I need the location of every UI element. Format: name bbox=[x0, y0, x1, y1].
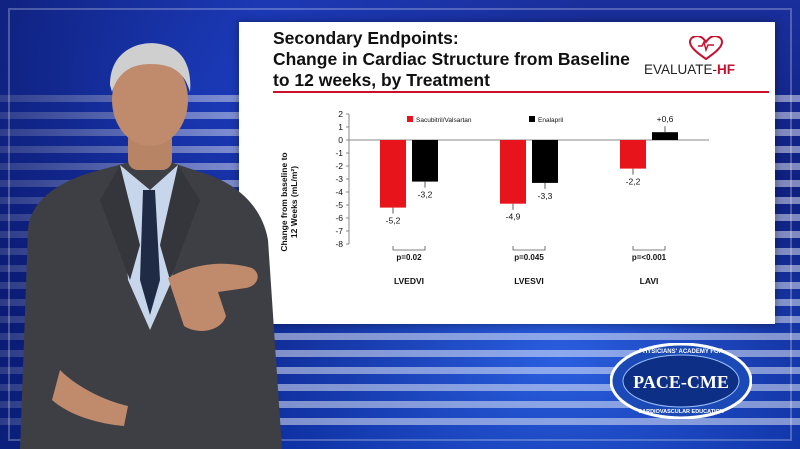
title-divider bbox=[273, 91, 769, 93]
p-value-bracket bbox=[632, 246, 666, 251]
legend-swatch bbox=[529, 116, 535, 122]
legend-label: Sacubitril/Valsartan bbox=[416, 117, 472, 124]
badge-title: PACE-CME bbox=[633, 372, 729, 392]
screen-frame bbox=[8, 8, 792, 441]
logo-text-accent: HF bbox=[717, 62, 736, 77]
data-label: -4,9 bbox=[506, 212, 521, 222]
bar bbox=[500, 140, 526, 204]
badge-bottom-text: CARDIOVASCULAR EDUCATION bbox=[638, 409, 724, 415]
y-tick-label: 2 bbox=[338, 109, 343, 119]
logo-text-main: EVALUATE- bbox=[644, 62, 718, 77]
y-tick-label: -8 bbox=[335, 239, 343, 249]
y-tick-label: 1 bbox=[338, 122, 343, 132]
bar bbox=[412, 140, 438, 182]
bar bbox=[652, 132, 678, 140]
data-label: +0,6 bbox=[657, 114, 674, 124]
evaluate-hf-logo: EVALUATE-HF bbox=[644, 34, 768, 88]
slide-title-line-1: Secondary Endpoints: bbox=[273, 28, 459, 48]
category-label: LVEDVI bbox=[394, 276, 424, 286]
data-label: -3,3 bbox=[538, 191, 553, 201]
logo-text: EVALUATE-HF bbox=[644, 62, 735, 77]
p-value-bracket bbox=[512, 246, 546, 251]
bar bbox=[620, 140, 646, 169]
y-tick-label: -6 bbox=[335, 213, 343, 223]
slide-title: Secondary Endpoints: Change in Cardiac S… bbox=[273, 28, 630, 91]
p-value-label: p=0.045 bbox=[514, 253, 544, 262]
category-label: LVESVI bbox=[514, 276, 544, 286]
p-value-label: p=<0.001 bbox=[632, 253, 667, 262]
y-tick-label: -7 bbox=[335, 226, 343, 236]
category-label: LAVI bbox=[640, 276, 659, 286]
p-value-label: p=0.02 bbox=[396, 253, 422, 262]
heart-logo-icon bbox=[688, 34, 724, 61]
data-label: -2,2 bbox=[626, 177, 641, 187]
y-tick-label: -3 bbox=[335, 174, 343, 184]
y-tick-label: -5 bbox=[335, 200, 343, 210]
presentation-slide: Secondary Endpoints: Change in Cardiac S… bbox=[239, 22, 775, 324]
bar-chart: 2 1 0 -1 -2 -3 -4 -5 -6 -7 -8 Sacubitril/Valsartan E… bbox=[335, 109, 709, 286]
y-tick-label: -1 bbox=[335, 148, 343, 158]
p-value-bracket bbox=[392, 246, 426, 251]
y-tick-label: 0 bbox=[338, 135, 343, 145]
data-label: -3,2 bbox=[418, 190, 433, 200]
bar bbox=[532, 140, 558, 183]
slide-title-line-3: to 12 weeks, by Treatment bbox=[273, 70, 490, 90]
badge-top-text: PHYSICIANS' ACADEMY FOR bbox=[639, 349, 724, 355]
data-label: -5,2 bbox=[386, 216, 401, 226]
y-tick-label: -2 bbox=[335, 161, 343, 171]
bar bbox=[380, 140, 406, 208]
legend-label: Enalapril bbox=[538, 117, 564, 124]
legend-swatch bbox=[407, 116, 413, 122]
y-tick-label: -4 bbox=[335, 187, 343, 197]
slide-title-line-2: Change in Cardiac Structure from Baselin… bbox=[273, 49, 630, 69]
presenter-figure bbox=[20, 43, 282, 449]
pace-cme-badge: PHYSICIANS' ACADEMY FOR PACE-CME CARDIOV… bbox=[610, 343, 752, 419]
